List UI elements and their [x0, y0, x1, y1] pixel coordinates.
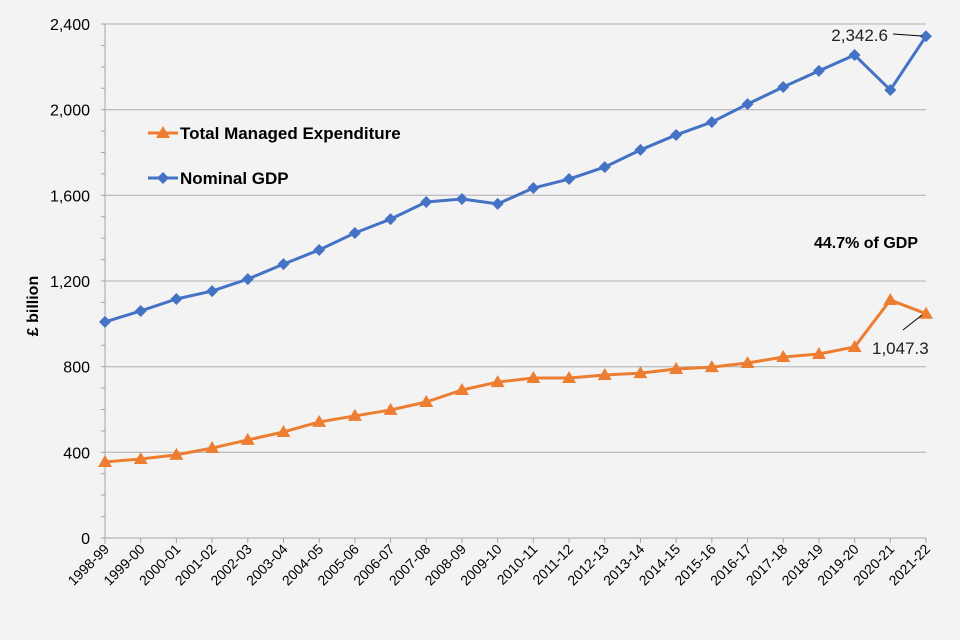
data-point: [99, 315, 111, 328]
y-tick-label: 400: [63, 445, 90, 462]
y-tick-label: 1,600: [50, 188, 90, 205]
y-tick-label: 800: [63, 360, 90, 377]
data-point: [206, 285, 219, 298]
y-axis-label: £ billion: [25, 276, 42, 336]
data-point: [920, 30, 932, 43]
legend-item-gdp: Nominal GDP: [148, 169, 289, 188]
data-point: [670, 128, 683, 141]
series-diamond: [99, 30, 932, 328]
tme-last-value-label: 1,047.3: [872, 339, 929, 358]
data-point: [419, 395, 434, 408]
data-point: [669, 362, 684, 375]
data-point: [634, 143, 647, 156]
gridlines: [105, 23, 926, 453]
data-point: [312, 414, 327, 427]
data-point: [848, 49, 861, 62]
data-point: [704, 360, 719, 373]
axes: 04008001,2001,6002,0002,4001998-991999-0…: [50, 17, 933, 588]
data-point: [454, 383, 469, 396]
gdp-last-value-label: 2,342.6: [831, 26, 888, 45]
data-point: [348, 227, 361, 240]
data-point: [170, 292, 183, 305]
data-point: [597, 368, 612, 381]
data-point: [741, 98, 754, 111]
data-point: [133, 451, 148, 464]
data-point: [884, 83, 897, 96]
series-group: [98, 30, 933, 467]
data-point: [633, 366, 648, 379]
data-point: [240, 432, 255, 445]
data-point: [776, 350, 791, 363]
data-point: [383, 402, 398, 415]
data-point: [812, 64, 825, 77]
data-point: [811, 347, 826, 360]
series-triangle: [98, 293, 933, 467]
data-point: [384, 213, 397, 226]
diamond-marker-icon: [157, 172, 169, 184]
data-point: [277, 258, 290, 271]
data-point: [598, 161, 611, 174]
y-tick-label: 2,400: [50, 17, 90, 34]
data-point: [526, 371, 541, 384]
triangle-marker-icon: [156, 126, 170, 138]
legend-label-tme: Total Managed Expenditure: [180, 124, 401, 143]
data-point: [313, 243, 326, 256]
data-point: [705, 116, 718, 129]
data-point: [276, 424, 291, 437]
data-point: [205, 441, 220, 454]
data-point: [241, 273, 254, 286]
legend: Total Managed Expenditure Nominal GDP: [148, 124, 401, 188]
data-point: [847, 339, 862, 352]
data-point: [883, 293, 898, 306]
tme-label-leader: [902, 314, 923, 331]
series-line: [104, 298, 927, 464]
y-tick-label: 2,000: [50, 103, 90, 120]
data-point: [563, 173, 576, 186]
data-point: [169, 447, 184, 460]
series-line: [104, 35, 928, 324]
data-point: [455, 192, 468, 205]
gdp-label-leader: [892, 33, 923, 37]
data-point: [98, 454, 112, 467]
y-tick-label: 1,200: [50, 274, 90, 291]
legend-item-tme: Total Managed Expenditure: [148, 124, 401, 143]
data-point: [490, 375, 505, 388]
data-point: [740, 356, 755, 369]
data-point: [777, 80, 790, 93]
share-of-gdp-annotation: 44.7% of GDP: [814, 235, 918, 252]
legend-label-gdp: Nominal GDP: [180, 169, 289, 188]
data-point: [527, 182, 540, 195]
data-point: [562, 371, 577, 384]
data-point: [134, 304, 147, 317]
data-point: [919, 306, 933, 319]
data-point: [491, 197, 504, 210]
y-tick-label: 0: [81, 531, 90, 548]
data-point: [420, 195, 433, 208]
data-point: [347, 408, 362, 421]
